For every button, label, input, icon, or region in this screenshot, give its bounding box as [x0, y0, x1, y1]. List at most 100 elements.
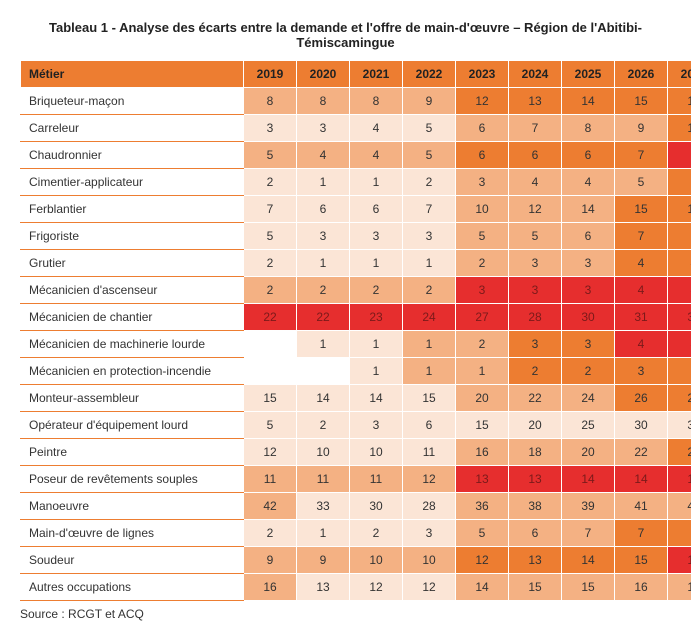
value-cell: 1 [403, 250, 456, 277]
metier-label: Mécanicien de machinerie lourde [21, 331, 244, 358]
value-cell: 1 [297, 331, 350, 358]
col-header-year: 2022 [403, 61, 456, 88]
value-cell: 7 [615, 223, 668, 250]
value-cell: 4 [297, 142, 350, 169]
value-cell: 10 [350, 547, 403, 574]
value-cell: 2 [509, 358, 562, 385]
value-cell: 13 [297, 574, 350, 601]
table-body: Briqueteur-maçon8889121314151718Carreleu… [21, 88, 691, 601]
col-header-year: 2024 [509, 61, 562, 88]
value-cell: 30 [350, 493, 403, 520]
value-cell: 8 [244, 88, 297, 115]
value-cell: 20 [456, 385, 509, 412]
value-cell: 3 [509, 277, 562, 304]
value-cell: 41 [615, 493, 668, 520]
value-cell: 18 [509, 439, 562, 466]
value-cell: 2 [244, 520, 297, 547]
value-cell: 10 [668, 115, 691, 142]
value-cell: 28 [403, 493, 456, 520]
value-cell: 2 [562, 358, 615, 385]
value-cell: 13 [509, 547, 562, 574]
value-cell: 6 [350, 196, 403, 223]
value-cell: 30 [562, 304, 615, 331]
table-row: Poseur de revêtements souples11111112131… [21, 466, 691, 493]
value-cell: 15 [456, 412, 509, 439]
value-cell: 14 [562, 466, 615, 493]
value-cell: 3 [615, 358, 668, 385]
metier-label: Autres occupations [21, 574, 244, 601]
value-cell: 2 [244, 250, 297, 277]
value-cell: 16 [456, 439, 509, 466]
value-cell: 22 [297, 304, 350, 331]
metier-label: Soudeur [21, 547, 244, 574]
table-title: Tableau 1 - Analyse des écarts entre la … [20, 20, 671, 50]
value-cell: 1 [297, 520, 350, 547]
value-cell: 7 [668, 142, 691, 169]
value-cell: 6 [403, 412, 456, 439]
value-cell: 11 [297, 466, 350, 493]
value-cell: 15 [615, 547, 668, 574]
value-cell: 12 [403, 466, 456, 493]
value-cell: 4 [668, 331, 691, 358]
value-cell [244, 358, 297, 385]
value-cell: 9 [615, 115, 668, 142]
value-cell: 4 [509, 169, 562, 196]
table-row: Manoeuvre42333028363839414346 [21, 493, 691, 520]
value-cell: 38 [509, 493, 562, 520]
value-cell: 15 [403, 385, 456, 412]
value-cell: 7 [615, 142, 668, 169]
metier-label: Opérateur d'équipement lourd [21, 412, 244, 439]
value-cell: 5 [456, 520, 509, 547]
value-cell: 2 [456, 250, 509, 277]
value-cell: 26 [615, 385, 668, 412]
value-cell: 14 [562, 547, 615, 574]
value-cell: 3 [403, 520, 456, 547]
value-cell: 15 [509, 574, 562, 601]
value-cell: 11 [244, 466, 297, 493]
value-cell: 43 [668, 493, 691, 520]
value-cell: 9 [244, 547, 297, 574]
col-header-year: 2025 [562, 61, 615, 88]
value-cell: 1 [297, 169, 350, 196]
value-cell: 6 [509, 520, 562, 547]
value-cell: 9 [297, 547, 350, 574]
table-row: Mécanicien de chantier222223242728303132… [21, 304, 691, 331]
value-cell: 2 [456, 331, 509, 358]
table-row: Carreleur334567891011 [21, 115, 691, 142]
table-row: Opérateur d'équipement lourd523615202530… [21, 412, 691, 439]
value-cell: 28 [509, 304, 562, 331]
value-cell: 5 [244, 412, 297, 439]
value-cell: 5 [244, 223, 297, 250]
value-cell: 5 [615, 169, 668, 196]
value-cell: 3 [456, 169, 509, 196]
value-cell: 2 [403, 277, 456, 304]
value-cell: 12 [456, 88, 509, 115]
col-header-year: 2026 [615, 61, 668, 88]
value-cell: 5 [403, 142, 456, 169]
value-cell: 3 [509, 331, 562, 358]
value-cell: 31 [615, 304, 668, 331]
value-cell: 14 [350, 385, 403, 412]
value-cell: 36 [456, 493, 509, 520]
value-cell: 39 [562, 493, 615, 520]
value-cell: 6 [456, 115, 509, 142]
value-cell: 15 [615, 196, 668, 223]
value-cell: 5 [668, 169, 691, 196]
col-header-year: 2027 [668, 61, 691, 88]
metier-label: Mécanicien d'ascenseur [21, 277, 244, 304]
table-row: Monteur-assembleur15141415202224262931 [21, 385, 691, 412]
metier-label: Briqueteur-maçon [21, 88, 244, 115]
value-cell: 10 [403, 547, 456, 574]
value-cell: 4 [350, 115, 403, 142]
value-cell: 12 [244, 439, 297, 466]
value-cell: 5 [403, 115, 456, 142]
metier-label: Manoeuvre [21, 493, 244, 520]
value-cell: 27 [456, 304, 509, 331]
value-cell: 20 [509, 412, 562, 439]
value-cell: 3 [350, 223, 403, 250]
value-cell: 2 [297, 277, 350, 304]
table-row: Frigoriste5333556778 [21, 223, 691, 250]
table-row: Mécanicien en protection-incendie1112233… [21, 358, 691, 385]
value-cell: 1 [350, 331, 403, 358]
value-cell: 7 [509, 115, 562, 142]
